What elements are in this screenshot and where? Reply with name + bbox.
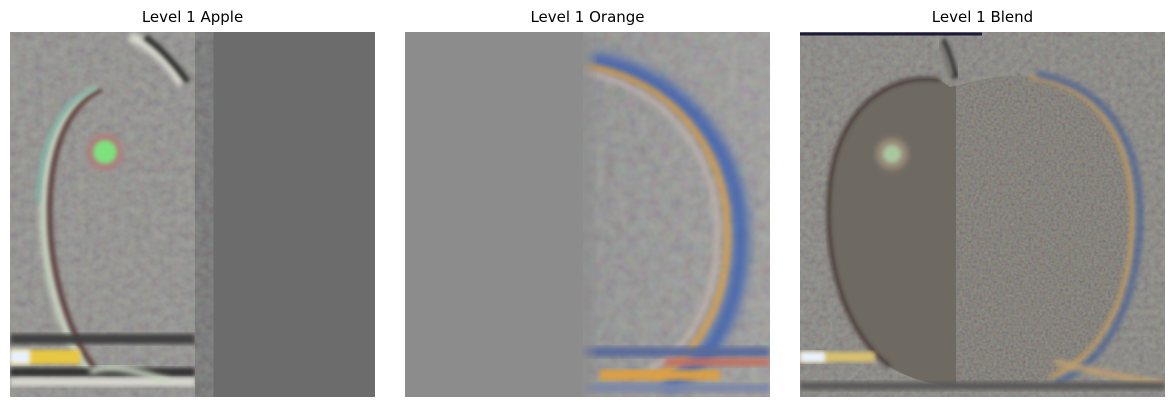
apple-laplacian-image	[10, 32, 375, 397]
panel-title-apple: Level 1 Apple	[141, 8, 244, 26]
orange-laplacian-image	[405, 32, 770, 397]
blend-laplacian-image	[800, 32, 1165, 397]
panel-apple: Level 1 Apple	[10, 0, 375, 407]
panel-title-orange: Level 1 Orange	[530, 8, 645, 26]
panel-title-blend: Level 1 Blend	[931, 8, 1034, 26]
panel-blend: Level 1 Blend	[800, 0, 1165, 407]
panel-orange: Level 1 Orange	[405, 0, 770, 407]
